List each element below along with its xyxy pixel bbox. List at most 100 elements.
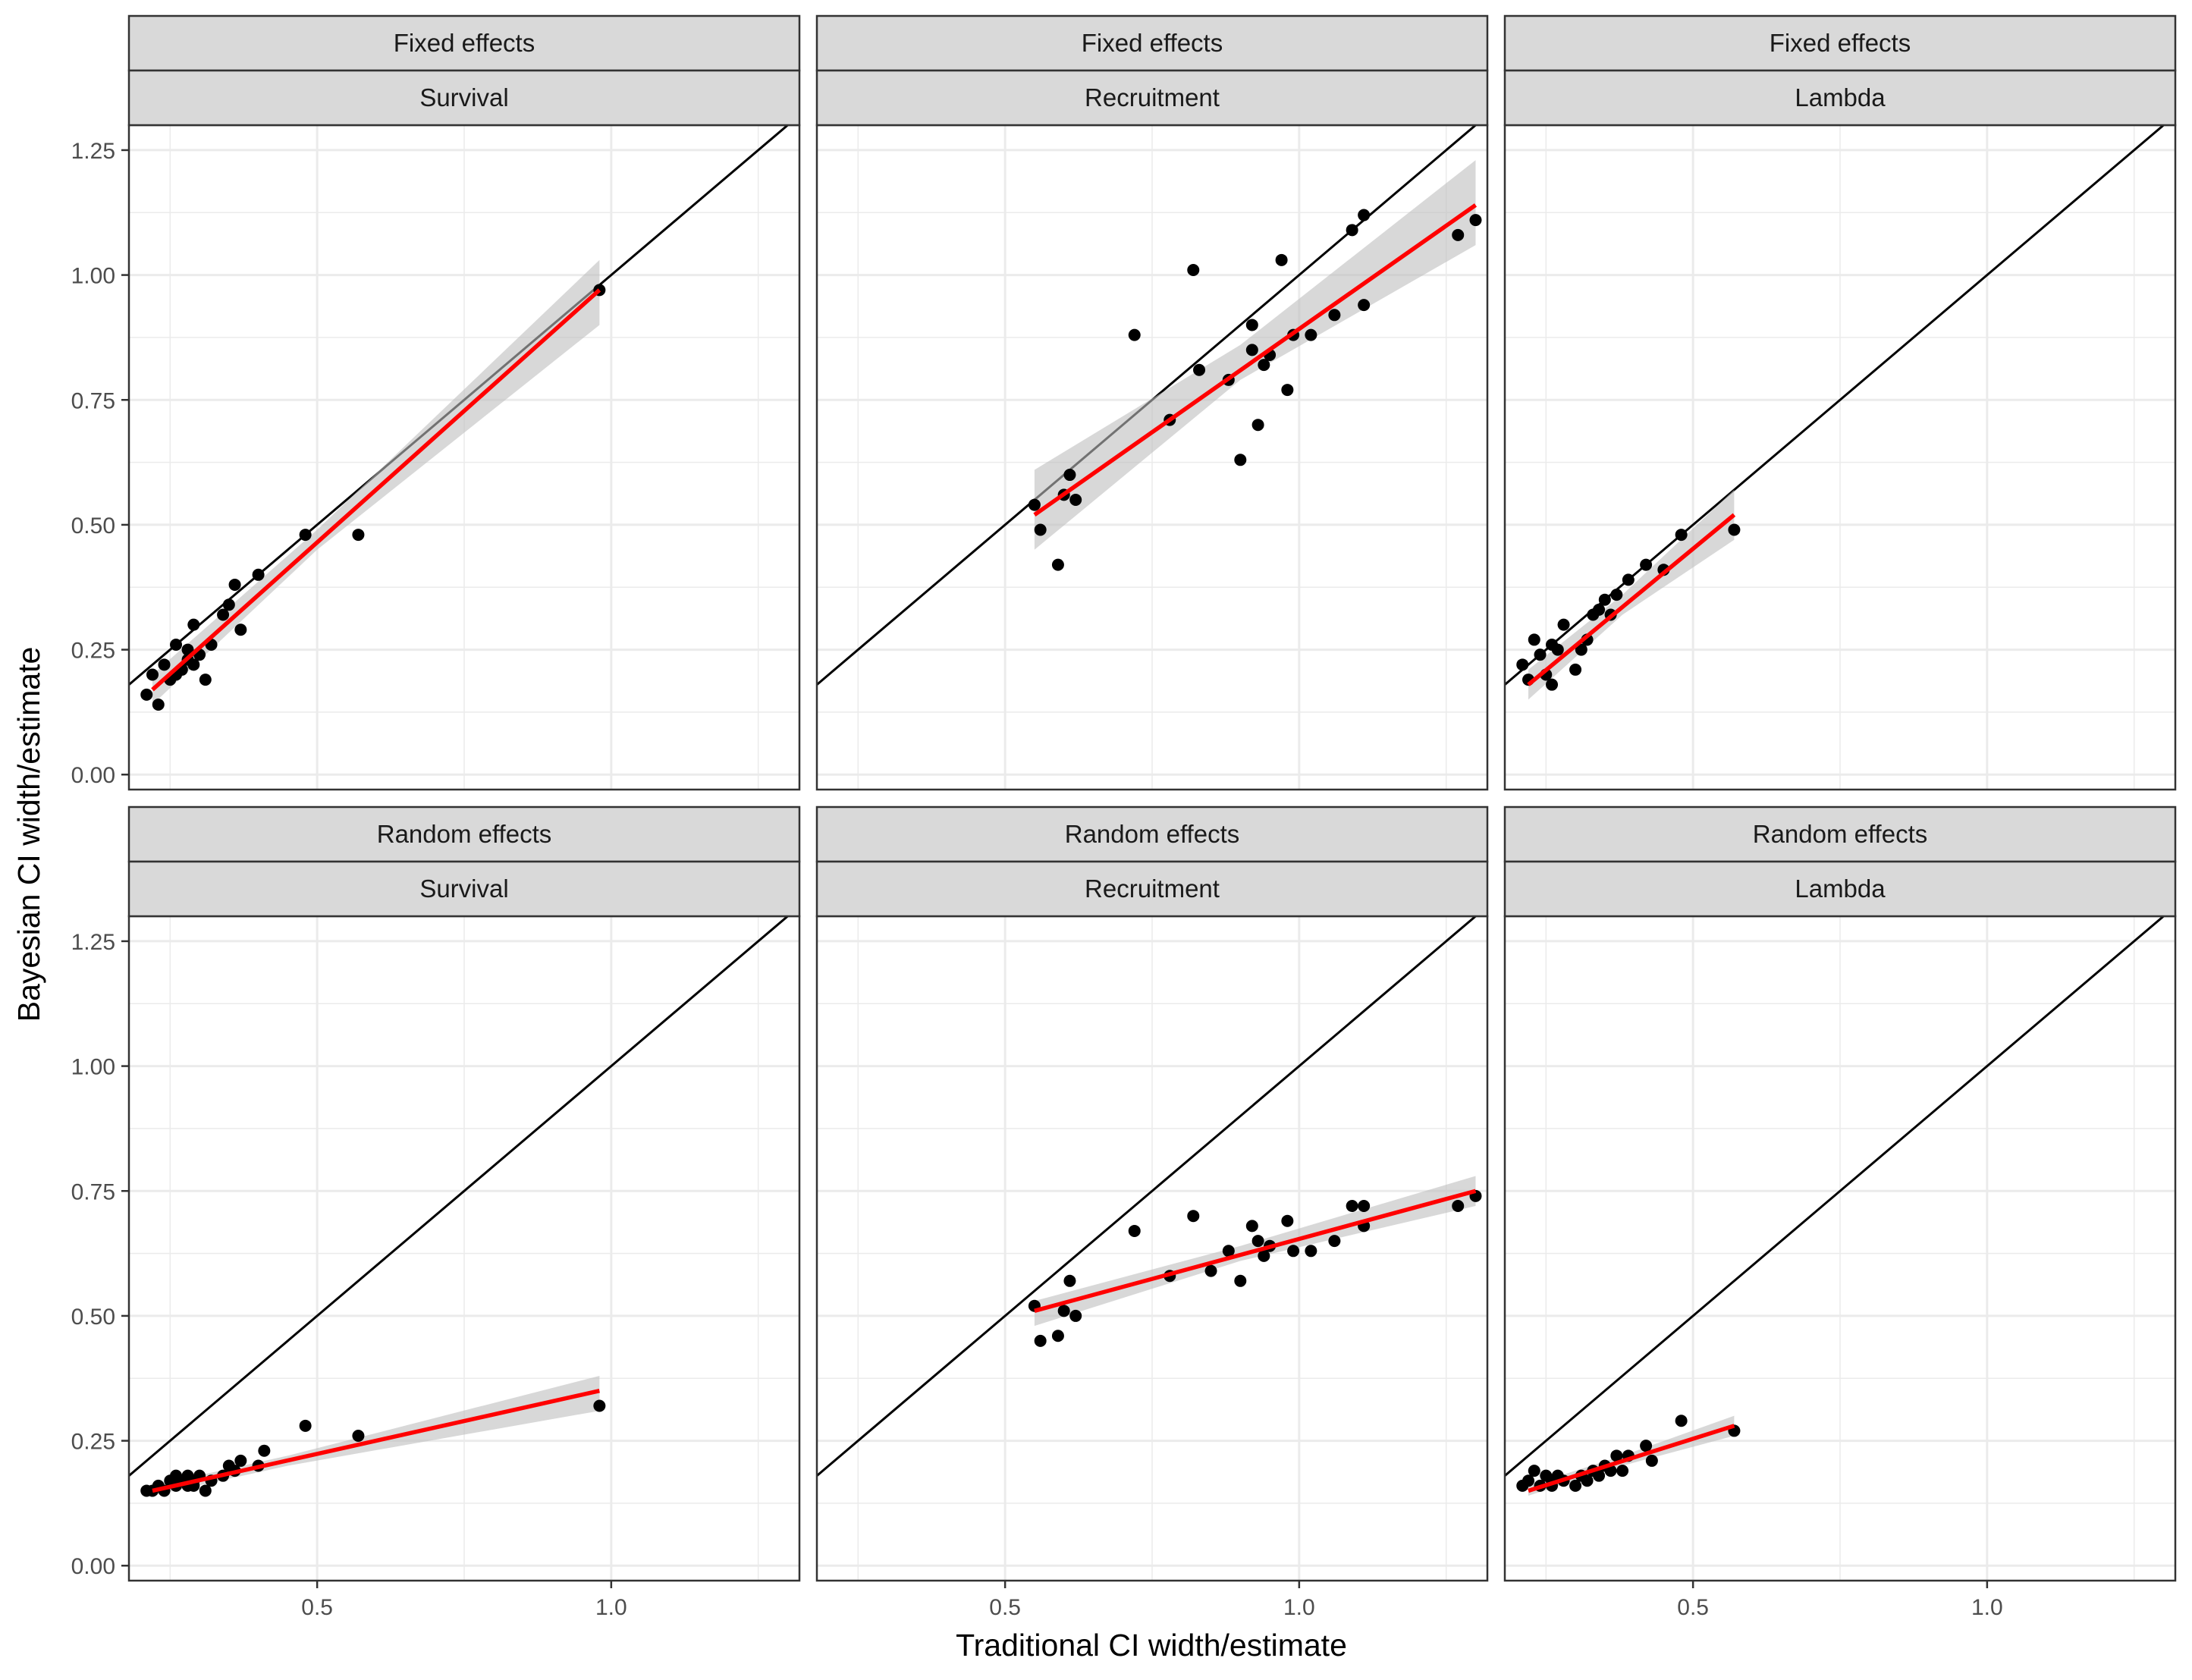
data-point xyxy=(1128,1224,1141,1237)
data-point xyxy=(1358,299,1371,312)
data-point xyxy=(1069,1309,1082,1322)
panel-fixed-effects-lambda: Fixed effects Lambda xyxy=(1503,14,2177,791)
data-point xyxy=(1452,228,1465,241)
x-tick-label: 1.0 xyxy=(1971,1595,2003,1620)
y-tick-label: 0.50 xyxy=(71,513,115,539)
data-point xyxy=(1193,363,1206,376)
data-point xyxy=(1128,328,1141,341)
data-point xyxy=(158,658,171,671)
panel-content xyxy=(129,916,790,1497)
strip-col-box xyxy=(815,69,1489,127)
data-point xyxy=(1063,1274,1076,1287)
data-point xyxy=(252,568,265,581)
data-point xyxy=(1640,558,1653,571)
data-point xyxy=(228,578,241,591)
data-point xyxy=(1245,344,1258,356)
data-point xyxy=(140,688,153,701)
data-point xyxy=(1610,589,1623,601)
data-point xyxy=(1069,493,1082,506)
data-point xyxy=(1528,1465,1540,1477)
data-point xyxy=(1234,1274,1247,1287)
y-axis-title: Bayesian CI width/estimate xyxy=(11,647,46,1022)
data-point xyxy=(1275,253,1288,266)
y-tick-label: 0.50 xyxy=(71,1305,115,1330)
data-point xyxy=(1528,633,1540,646)
x-tick-label: 1.0 xyxy=(1283,1595,1315,1620)
panel-random-effects-recruitment: Random effects Recruitment 0.5 1.0 xyxy=(815,805,1489,1620)
data-point xyxy=(187,658,200,671)
data-point xyxy=(1452,1200,1465,1213)
data-point xyxy=(1328,1235,1341,1248)
data-point xyxy=(1234,454,1247,466)
data-point xyxy=(1258,1249,1270,1262)
panel-fixed-effects-survival: Fixed effects Survival 0.00 0.25 0.50 0.75 1.0… xyxy=(71,14,801,791)
fit-line xyxy=(1527,513,1736,686)
strip-row-label: Random effects xyxy=(377,820,552,848)
data-point xyxy=(199,674,212,686)
data-point xyxy=(1593,1469,1606,1482)
data-point xyxy=(1522,1474,1535,1487)
data-point xyxy=(299,529,312,542)
data-point xyxy=(1251,1235,1264,1248)
y-tick-label: 0.25 xyxy=(71,639,115,664)
x-tick-label: 0.5 xyxy=(301,1595,333,1620)
strip-row-label: Fixed effects xyxy=(1082,29,1223,57)
data-point xyxy=(1645,1454,1658,1467)
panel-content xyxy=(817,916,1482,1477)
data-point xyxy=(1534,648,1547,661)
strip-row-label: Fixed effects xyxy=(1770,29,1911,57)
panel-content xyxy=(129,125,790,711)
data-point xyxy=(1675,1415,1688,1427)
reference-line xyxy=(817,916,1478,1477)
data-point xyxy=(1675,529,1688,542)
data-point xyxy=(152,699,165,711)
y-tick-label: 0.00 xyxy=(71,1554,115,1579)
strip-row-box xyxy=(1503,805,2177,863)
strip-row-box xyxy=(127,805,801,863)
strip-col-box xyxy=(127,69,801,127)
data-point xyxy=(1051,558,1064,571)
strip-col-box xyxy=(127,860,801,918)
strip-col-box xyxy=(815,860,1489,918)
x-tick-label: 0.5 xyxy=(989,1595,1021,1620)
strip-col-box xyxy=(1503,69,2177,127)
reference-line xyxy=(1505,916,2165,1477)
y-tick-label: 1.00 xyxy=(71,264,115,289)
fit-line xyxy=(1034,1189,1477,1313)
data-point xyxy=(1028,498,1041,511)
data-point xyxy=(1034,523,1047,536)
data-point xyxy=(1346,224,1358,237)
strip-row-box xyxy=(1503,14,2177,72)
data-point xyxy=(258,1444,271,1457)
y-tick-label: 0.00 xyxy=(71,763,115,788)
data-point xyxy=(170,638,183,651)
data-point xyxy=(1063,469,1076,482)
data-point xyxy=(1622,573,1635,586)
fit-line xyxy=(152,1389,600,1493)
data-point xyxy=(187,618,200,631)
panel-grid xyxy=(817,916,1487,1581)
data-point xyxy=(234,623,247,636)
data-point xyxy=(1305,1245,1317,1258)
data-point xyxy=(1593,603,1606,616)
data-point xyxy=(1251,419,1264,432)
data-point xyxy=(1610,1449,1623,1462)
data-point xyxy=(1281,384,1294,397)
data-point xyxy=(1640,1440,1653,1452)
fit-line xyxy=(151,288,601,692)
data-point xyxy=(234,1454,247,1467)
data-point xyxy=(1551,643,1564,656)
data-point xyxy=(1057,1305,1070,1317)
data-point xyxy=(1358,209,1371,221)
panel-grid xyxy=(1505,916,2175,1581)
fit-line xyxy=(1528,1424,1735,1493)
strip-row-box xyxy=(127,14,801,72)
y-tick-label: 0.75 xyxy=(71,1179,115,1204)
data-point xyxy=(1287,1245,1300,1258)
data-point xyxy=(1616,1465,1629,1477)
strip-col-label: Survival xyxy=(419,875,508,903)
data-point xyxy=(1569,1479,1582,1492)
data-point xyxy=(1245,1220,1258,1233)
y-tick-label: 0.75 xyxy=(71,388,115,413)
